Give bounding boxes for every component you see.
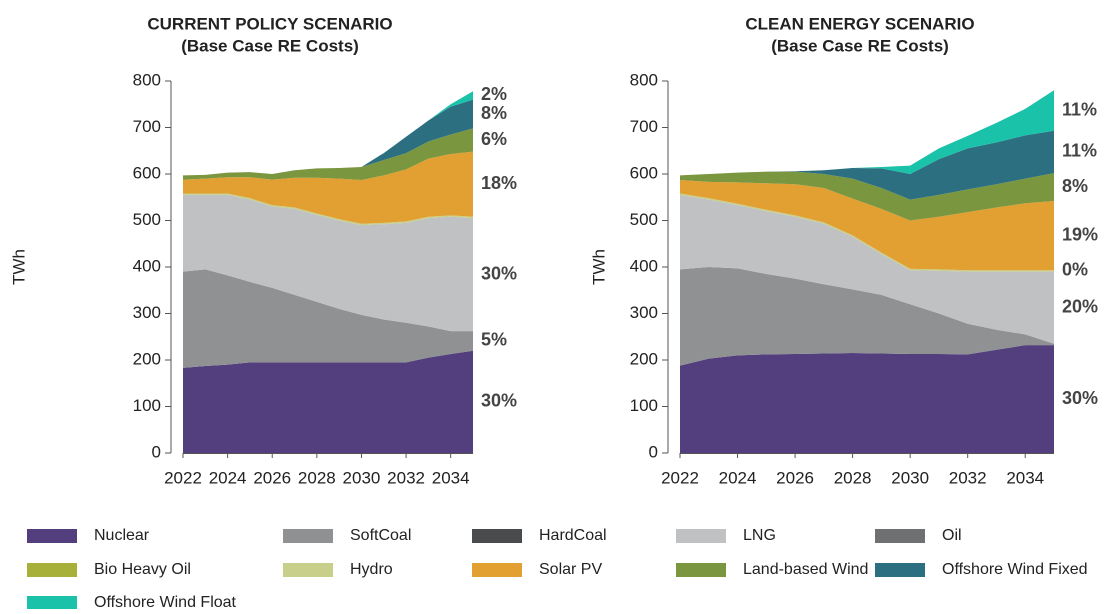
share-label: 6% — [481, 129, 507, 149]
legend-label: Hydro — [350, 561, 393, 578]
share-label: 11% — [1062, 99, 1097, 119]
y-tick-label: 200 — [630, 349, 658, 368]
y-axis-label: TWh — [589, 249, 608, 285]
legend-swatch — [875, 563, 925, 577]
legend-label: Nuclear — [94, 527, 150, 544]
share-label: 5% — [481, 330, 507, 350]
x-tick-label: 2024 — [719, 468, 757, 487]
legend-label: LNG — [743, 527, 776, 544]
chart-subtitle: (Base Case RE Costs) — [181, 36, 359, 55]
x-tick-label: 2032 — [387, 468, 425, 487]
x-tick-label: 2034 — [432, 468, 470, 487]
x-tick-label: 2032 — [949, 468, 987, 487]
y-tick-label: 800 — [133, 70, 161, 89]
area — [680, 90, 1054, 176]
area — [680, 171, 1054, 221]
share-label: 2% — [481, 84, 507, 104]
legend-swatch — [283, 563, 333, 577]
y-tick-label: 800 — [630, 70, 658, 89]
share-label: 0% — [1062, 260, 1088, 280]
x-tick-label: 2034 — [1006, 468, 1044, 487]
area — [680, 194, 1054, 344]
legend-swatch — [27, 563, 77, 577]
share-label: 11% — [1062, 141, 1097, 161]
share-label: 18% — [481, 173, 517, 193]
area — [680, 180, 1054, 271]
y-tick-label: 700 — [133, 117, 161, 136]
legend-swatch — [472, 529, 522, 543]
legend-label: Offshore Wind Float — [94, 594, 237, 609]
area — [183, 99, 473, 176]
area — [680, 130, 1054, 200]
area — [183, 151, 473, 224]
share-label: 20% — [1062, 296, 1098, 316]
x-tick-label: 2026 — [776, 468, 814, 487]
legend-swatch — [283, 529, 333, 543]
y-axis-label: TWh — [9, 249, 28, 285]
share-label: 19% — [1062, 224, 1098, 244]
y-tick-label: 0 — [649, 442, 658, 461]
y-tick-label: 200 — [133, 349, 161, 368]
area — [680, 345, 1054, 453]
legend-label: SoftCoal — [350, 527, 411, 544]
legend-label: HardCoal — [539, 527, 607, 544]
legend-label: Land-based Wind — [743, 561, 868, 578]
area — [183, 350, 473, 453]
x-tick-label: 2022 — [661, 468, 699, 487]
y-tick-label: 0 — [152, 442, 161, 461]
area — [680, 267, 1054, 366]
y-tick-label: 100 — [630, 396, 658, 415]
legend-swatch — [875, 529, 925, 543]
y-tick-label: 500 — [630, 210, 658, 229]
chart-title: CLEAN ENERGY SCENARIO — [745, 14, 974, 33]
x-tick-label: 2030 — [343, 468, 381, 487]
y-tick-label: 500 — [133, 210, 161, 229]
x-tick-label: 2022 — [164, 468, 202, 487]
legend-swatch — [676, 529, 726, 543]
y-tick-label: 300 — [133, 303, 161, 322]
legend-swatch — [27, 529, 77, 543]
x-tick-label: 2026 — [253, 468, 291, 487]
y-tick-label: 400 — [133, 256, 161, 275]
chart-subtitle: (Base Case RE Costs) — [771, 36, 949, 55]
x-tick-label: 2030 — [891, 468, 929, 487]
y-tick-label: 700 — [630, 117, 658, 136]
legend-swatch — [472, 563, 522, 577]
x-tick-label: 2028 — [834, 468, 872, 487]
x-tick-label: 2028 — [298, 468, 336, 487]
share-label: 8% — [481, 103, 507, 123]
share-label: 8% — [1062, 176, 1088, 196]
legend-label: Oil — [942, 527, 962, 544]
share-label: 30% — [481, 263, 517, 283]
area — [183, 269, 473, 368]
y-tick-label: 300 — [630, 303, 658, 322]
share-label: 30% — [1062, 388, 1098, 408]
legend-label: Bio Heavy Oil — [94, 561, 191, 578]
legend-swatch — [676, 563, 726, 577]
y-tick-label: 400 — [630, 256, 658, 275]
legend-swatch — [27, 596, 77, 610]
x-tick-label: 2024 — [209, 468, 247, 487]
y-tick-label: 600 — [133, 163, 161, 182]
share-label: 30% — [481, 391, 517, 411]
chart-title: CURRENT POLICY SCENARIO — [147, 14, 392, 33]
y-tick-label: 600 — [630, 163, 658, 182]
legend-label: Solar PV — [539, 561, 602, 578]
legend-label: Offshore Wind Fixed — [942, 561, 1088, 578]
y-tick-label: 100 — [133, 396, 161, 415]
area — [183, 194, 473, 332]
area — [183, 128, 473, 181]
